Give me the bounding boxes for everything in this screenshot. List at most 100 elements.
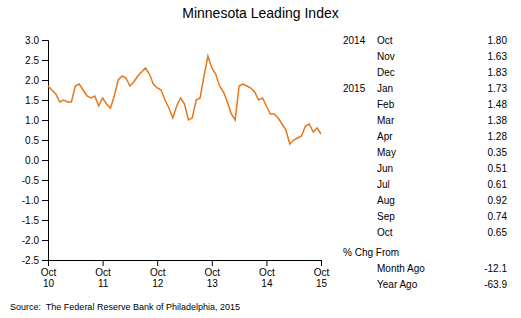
tick-label: 1.5 [25,95,39,106]
x-tick: Oct10 [41,260,57,289]
tick-mark [42,120,48,121]
table-month: Oct [377,227,393,238]
tick-mark [42,100,48,101]
tick-label: 0.5 [25,135,39,146]
tick-mark [42,220,48,221]
table-value: 0.35 [488,147,508,158]
tick-label-line: Oct [259,267,275,278]
tick-label: 1.0 [25,115,39,126]
table-month: Dec [377,67,395,78]
title: Minnesota Leading Index [182,5,338,21]
table-year: 2015 [343,83,366,94]
change-value: -63.9 [484,279,507,290]
tick-mark [103,260,104,266]
table-month: May [377,147,396,158]
data-line [48,56,321,144]
x-tick: Oct14 [259,260,275,289]
tick-label: Oct15 [314,267,330,289]
table-value: 0.74 [488,211,508,222]
table-month: Jan [377,83,393,94]
table-month: Feb [377,99,395,110]
y-tick: -2.5 [22,255,48,266]
x-tick: Oct15 [314,260,330,289]
x-tick: Oct11 [95,260,111,289]
table-value: 1.80 [488,35,508,46]
tick-label: -1.0 [22,195,40,206]
tick-label: Oct11 [95,267,111,289]
tick-label-line: Oct [205,267,221,278]
value-table: 2014Oct1.80Nov1.63Dec1.832015Jan1.73Feb1… [343,35,507,290]
y-tick: 2.5 [25,55,48,66]
tick-label: 2.5 [25,55,39,66]
y-tick: -1.5 [22,215,48,226]
tick-label: -1.5 [22,215,40,226]
tick-label-line: Oct [41,267,57,278]
tick-mark [42,200,48,201]
tick-label-line: 11 [98,278,109,289]
tick-label-line: 15 [316,278,328,289]
y-tick: 2.0 [25,75,48,86]
tick-label: 0.0 [25,155,39,166]
table-month: Mar [377,115,395,126]
tick-label: Oct10 [41,267,57,289]
y-tick: 0.0 [25,155,48,166]
tick-mark [266,260,267,266]
tick-mark [42,160,48,161]
y-tick: 1.0 [25,115,48,126]
tick-mark [212,260,213,266]
tick-label: -0.5 [22,175,40,186]
tick-mark [48,260,49,266]
table-value: 1.63 [488,51,508,62]
table-value: 0.61 [488,179,508,190]
x-tick: Oct13 [205,260,221,289]
change-title: % Chg From [343,247,399,258]
chart: Minnesota Leading Index-2.5-2.0-1.5-1.0-… [0,0,521,318]
tick-label: -2.5 [22,255,40,266]
table-value: 0.51 [488,163,508,174]
x-tick: Oct12 [150,260,166,289]
table-month: Oct [377,35,393,46]
tick-mark [42,80,48,81]
tick-mark [42,180,48,181]
tick-mark [321,260,322,266]
axis-line [49,261,322,267]
marks [48,56,321,144]
tick-label: -2.0 [22,235,40,246]
table-value: 1.48 [488,99,508,110]
tick-mark [42,260,48,261]
tick-label-line: 10 [43,278,55,289]
table-month: Jul [377,179,390,190]
y-tick: 1.5 [25,95,48,106]
table-value: 1.73 [488,83,508,94]
tick-label-line: Oct [314,267,330,278]
source: Source: The Federal Reserve Bank of Phil… [10,302,240,312]
table-value: 0.65 [488,227,508,238]
tick-label-line: 14 [261,278,273,289]
tick-label: Oct13 [205,267,221,289]
table-value: 1.38 [488,115,508,126]
x-axis: Oct10Oct11Oct12Oct13Oct14Oct15 [41,260,330,289]
tick-label-line: 13 [207,278,219,289]
tick-label-line: Oct [150,267,166,278]
y-tick: -1.0 [22,195,48,206]
table-month: Apr [377,131,393,142]
y-tick: -2.0 [22,235,48,246]
table-month: Aug [377,195,395,206]
y-tick: -0.5 [22,175,48,186]
tick-label-line: Oct [95,267,111,278]
table-value: 1.28 [488,131,508,142]
tick-label: 2.0 [25,75,39,86]
tick-mark [42,140,48,141]
table-month: Jun [377,163,393,174]
table-month: Sep [377,211,395,222]
axis-line [42,41,49,261]
tick-mark [42,40,48,41]
plot-area: -2.5 -2.0 -1.5 -1.0 -0.5 0.0 0.5 1.0 1.5 2.0 2.5 3.… [22,35,330,289]
change-label: Month Ago [377,263,425,274]
change-value: -12.1 [484,263,507,274]
tick-label: Oct12 [150,267,166,289]
y-tick: 0.5 [25,135,48,146]
tick-mark [42,60,48,61]
tick-label: 3.0 [25,35,39,46]
table-year: 2014 [343,35,366,46]
